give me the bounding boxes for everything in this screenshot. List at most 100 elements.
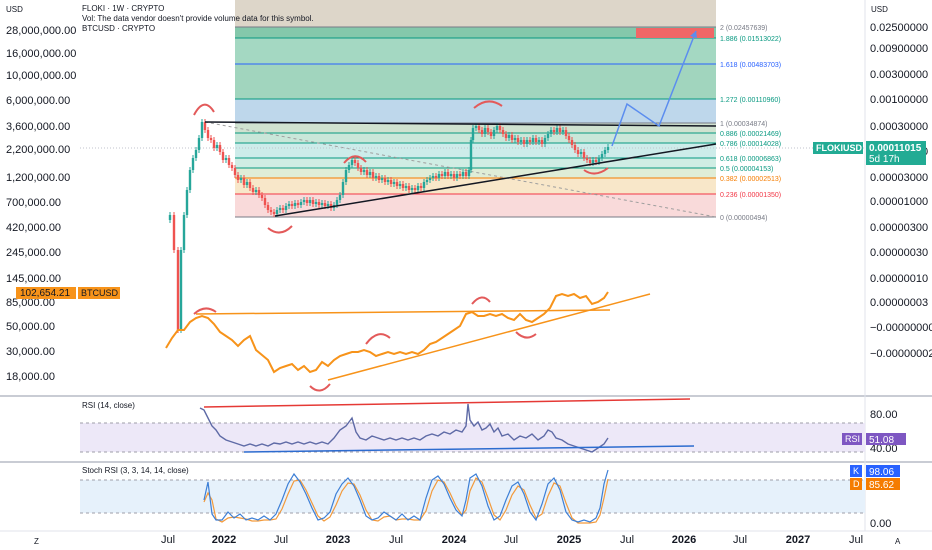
btc-compare-line	[165, 291, 609, 374]
candle-body	[227, 158, 231, 165]
candle-body	[552, 130, 556, 132]
candle-body	[495, 126, 499, 130]
candle-body	[221, 152, 225, 160]
left-unit: USD	[6, 5, 23, 14]
candle-body	[179, 250, 183, 330]
rsi-tag-label: RSI	[845, 434, 860, 444]
rsi-support-line[interactable]	[243, 445, 695, 453]
candle-body	[474, 126, 478, 128]
stoch-d-label: D	[853, 479, 860, 489]
candle-body	[263, 198, 267, 205]
candle-body	[212, 140, 216, 148]
time-axis-label: 2025	[557, 534, 581, 546]
time-axis-label: Jul	[389, 534, 403, 546]
fib-level-label: 0.786 (0.00014028)	[720, 141, 781, 148]
left-tick-label: 10,000,000.00	[6, 70, 76, 82]
compare-line[interactable]: BTCUSD · CRYPTO	[82, 24, 155, 33]
candle-body	[546, 134, 550, 138]
candle-body	[374, 176, 378, 178]
time-axis-label: Jul	[504, 534, 518, 546]
candle-body	[464, 172, 468, 176]
fib-retracement[interactable]	[235, 0, 716, 218]
stoch-d-tag: D 85.62	[850, 478, 900, 491]
zoom-reset-icon[interactable]: Z	[34, 537, 39, 546]
rsi-line	[199, 403, 609, 453]
resistance-line[interactable]	[204, 121, 717, 127]
candle-body	[582, 152, 586, 158]
candle-body	[446, 172, 450, 176]
rsi-title[interactable]: RSI (14, close)	[82, 401, 135, 410]
candle-body	[203, 122, 207, 130]
left-tick-label: 3,600,000.00	[6, 121, 70, 133]
candle-body	[585, 158, 589, 160]
candle-body	[525, 140, 529, 144]
right-tick-label: 0.02500000	[870, 22, 928, 34]
btc-support-line[interactable]	[327, 293, 651, 381]
candle-body	[341, 182, 345, 195]
candle-body	[455, 174, 459, 178]
rsi-value: 51.08	[869, 435, 894, 446]
candle-body	[344, 170, 348, 182]
candle-body	[245, 182, 249, 185]
candle-body	[368, 172, 372, 175]
time-axis[interactable]: Jul 2022 Jul 2023 Jul 2024 Jul 2025 Jul 2026 Jul 20…	[161, 534, 863, 546]
right-unit: USD	[871, 5, 888, 14]
left-tick-label: 18,000.00	[6, 371, 55, 383]
support-line[interactable]	[274, 143, 717, 217]
right-tick-label: 0.00000010	[870, 273, 928, 285]
candle-body	[359, 168, 363, 172]
candle-body	[416, 186, 420, 190]
candle-body	[272, 212, 276, 214]
candle-body	[296, 203, 300, 205]
cycle-arcs[interactable]	[193, 100, 609, 392]
left-tick-label: 6,000,000.00	[6, 95, 70, 107]
right-axis[interactable]: 0.02500000 0.00900000 0.00300000 0.00100000…	[870, 22, 932, 360]
candle-body	[269, 210, 273, 212]
stoch-title[interactable]: Stoch RSI (3, 3, 14, 14, close)	[82, 466, 189, 475]
candle-body	[404, 186, 408, 188]
candle-body	[224, 158, 228, 160]
candle-body	[428, 178, 432, 180]
time-axis-label: Jul	[849, 534, 863, 546]
candle-body	[242, 178, 246, 185]
right-tick-label: 0.00001000	[870, 196, 928, 208]
rsi-resistance-line[interactable]	[203, 398, 691, 408]
candle-body	[458, 174, 462, 176]
candle-body	[275, 210, 279, 214]
time-axis-label: Jul	[620, 534, 634, 546]
btc-tag-label: BTCUSD	[81, 288, 119, 298]
btc-resistance-line[interactable]	[195, 309, 611, 315]
candle-body	[314, 202, 318, 204]
projection-path[interactable]	[611, 30, 697, 147]
candle-body	[531, 138, 535, 142]
candle-body	[425, 180, 429, 182]
candle-body	[540, 140, 544, 144]
candle-body	[172, 215, 176, 250]
left-tick-label: 145,000.00	[6, 273, 61, 285]
candle-body	[326, 204, 330, 206]
candle-body	[168, 215, 172, 220]
candle-body	[362, 170, 366, 172]
volume-note: Vol: The data vendor doesn't provide vol…	[82, 14, 314, 23]
floki-price-value: 0.00011015	[869, 143, 922, 154]
left-tick-label: 30,000.00	[6, 346, 55, 358]
candle-body	[543, 138, 547, 144]
stoch-k-line	[203, 469, 609, 523]
right-tick-label: 0.00003000	[870, 172, 928, 184]
candle-body	[365, 170, 369, 175]
rsi-band	[80, 423, 865, 452]
candle-body	[588, 160, 592, 163]
candle-body	[209, 138, 213, 140]
symbol-line[interactable]: FLOKI · 1W · CRYPTO	[82, 4, 164, 13]
auto-scale-icon[interactable]: A	[895, 537, 901, 546]
candle-body	[320, 203, 324, 205]
time-axis-label: Jul	[161, 534, 175, 546]
left-axis[interactable]: 28,000,000.00 16,000,000.00 10,000,000.00 6…	[6, 25, 76, 383]
dashed-trendline[interactable]	[204, 121, 717, 218]
fib-level-label: 1 (0.00034874)	[720, 121, 767, 128]
candle-body	[287, 204, 291, 206]
candle-body	[600, 154, 604, 158]
rsi-tick-80: 80.00	[870, 409, 898, 421]
right-tick-label: 0.00300000	[870, 69, 928, 81]
candle-body	[591, 160, 595, 163]
